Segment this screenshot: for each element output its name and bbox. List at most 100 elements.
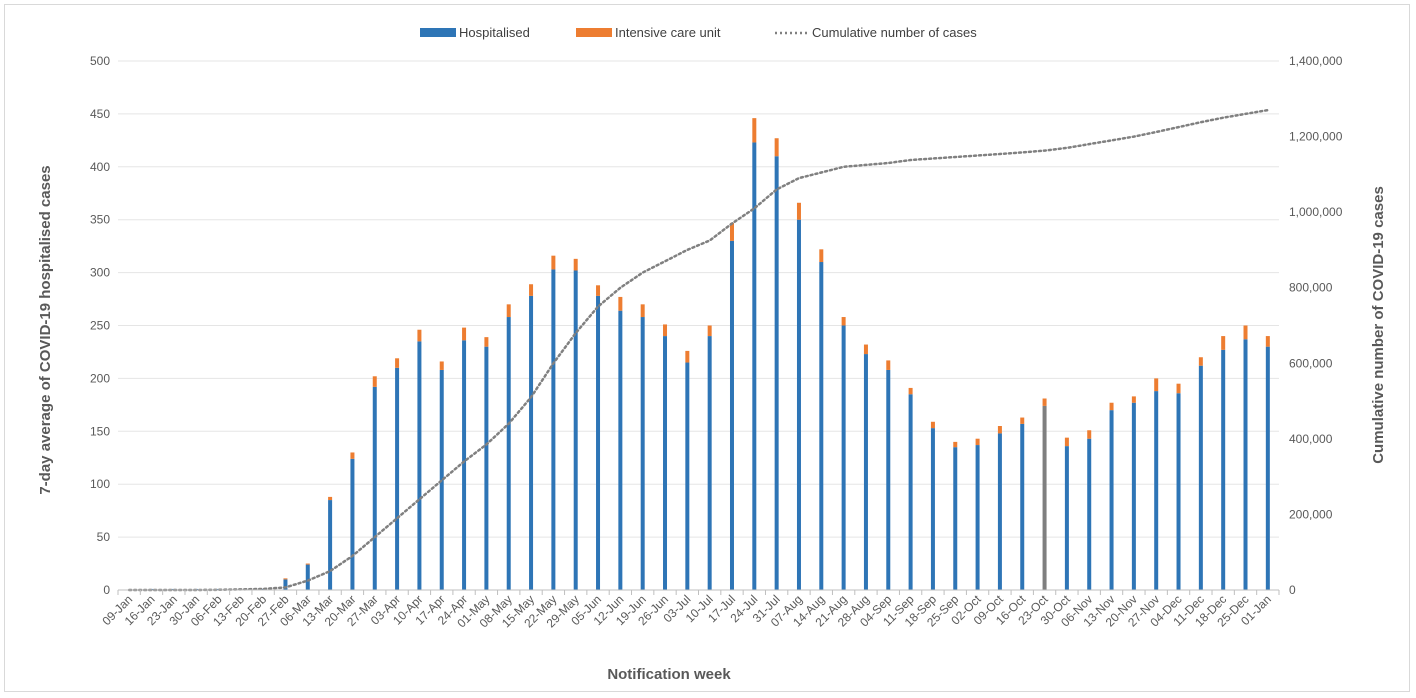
y2-tick-label: 0 (1289, 583, 1296, 597)
y-tick-label: 50 (97, 530, 111, 544)
y-tick-label: 250 (90, 319, 110, 333)
y2-tick-label: 400,000 (1289, 432, 1333, 446)
bar-hospitalised (507, 317, 511, 590)
bar-icu (909, 388, 913, 394)
bar-hospitalised (395, 368, 399, 590)
bar-hospitalised (730, 241, 734, 590)
bar-icu (507, 304, 511, 317)
bar-hospitalised (328, 500, 332, 590)
bar-hospitalised (864, 354, 868, 590)
bar-hospitalised (574, 270, 578, 590)
y-tick-label: 0 (103, 583, 110, 597)
bar-icu (1043, 399, 1047, 406)
bar-icu (953, 442, 957, 447)
bar-icu (1020, 418, 1024, 424)
bar-hospitalised (998, 433, 1002, 590)
bar-icu (819, 249, 823, 262)
bar-icu (618, 297, 622, 311)
bar-hospitalised (641, 317, 645, 590)
y2-tick-label: 600,000 (1289, 356, 1333, 370)
y-tick-label: 500 (90, 54, 110, 68)
bar-hospitalised (931, 428, 935, 590)
bar-icu (1221, 336, 1225, 350)
bar-hospitalised (1199, 366, 1203, 590)
bar-icu (596, 285, 600, 296)
y2-axis-title: Cumulative number of COVID-19 cases (1370, 186, 1387, 464)
bar-icu (797, 203, 801, 220)
bar-series (149, 118, 1269, 590)
bar-hospitalised (306, 565, 310, 590)
bar-icu (864, 345, 868, 355)
bar-icu (708, 326, 712, 337)
bar-icu (1154, 378, 1158, 391)
bar-icu (350, 452, 354, 458)
legend-label-icu: Intensive care unit (615, 25, 721, 40)
bar-icu (641, 304, 645, 317)
bar-hospitalised (618, 311, 622, 590)
y-tick-label: 400 (90, 160, 110, 174)
bar-icu (1065, 438, 1069, 446)
bar-icu (752, 118, 756, 142)
bar-icu (775, 138, 779, 156)
bar-hospitalised (373, 387, 377, 590)
bar-icu (417, 330, 421, 342)
y2-tick-label: 1,000,000 (1289, 205, 1343, 219)
bar-hospitalised (462, 340, 466, 590)
bar-icu (976, 439, 980, 445)
bar-icu (283, 578, 287, 579)
cumulative-line (129, 110, 1268, 590)
bar-icu (1132, 396, 1136, 402)
bar-icu (886, 360, 890, 370)
y-tick-label: 300 (90, 266, 110, 280)
bar-icu (328, 497, 332, 500)
bar-icu (998, 426, 1002, 433)
y2-tick-label: 200,000 (1289, 507, 1333, 521)
bar-hospitalised (596, 296, 600, 590)
bar-icu (1244, 326, 1248, 340)
y-axis-title: 7-day average of COVID-19 hospitalised c… (37, 165, 54, 494)
bar-hospitalised (1087, 439, 1091, 590)
bar-hospitalised (775, 156, 779, 590)
y-tick-label: 100 (90, 477, 110, 491)
cumulative-line-series (129, 110, 1268, 590)
legend-swatch-icu (576, 28, 612, 37)
bar-icu (1199, 357, 1203, 365)
bar-hospitalised (886, 370, 890, 590)
legend-label-hospitalised: Hospitalised (459, 25, 530, 40)
bar-icu (529, 284, 533, 296)
bar-hospitalised (529, 296, 533, 590)
bar-hospitalised (1266, 347, 1270, 590)
bar-hospitalised (819, 262, 823, 590)
bar-hospitalised (976, 445, 980, 590)
bar-hospitalised (842, 326, 846, 591)
y-tick-label: 450 (90, 107, 110, 121)
bar-icu (1110, 403, 1114, 410)
bar-hospitalised (909, 394, 913, 590)
y-tick-label: 150 (90, 424, 110, 438)
bar-hospitalised (551, 269, 555, 590)
bar-icu (931, 422, 935, 428)
bar-hospitalised (350, 459, 354, 590)
bar-hospitalised (1110, 410, 1114, 590)
legend-swatch-hospitalised (420, 28, 456, 37)
bar-hospitalised (1244, 339, 1248, 590)
bar-hospitalised (708, 336, 712, 590)
x-axis-title: Notification week (607, 666, 731, 683)
bar-hospitalised (1043, 406, 1047, 590)
bar-icu (574, 259, 578, 271)
bar-icu (1177, 384, 1181, 394)
bar-hospitalised (1065, 446, 1069, 590)
bar-icu (1087, 430, 1091, 438)
bar-icu (373, 376, 377, 387)
bar-hospitalised (484, 347, 488, 590)
y2-axis-tick-labels: 0200,000400,000600,000800,0001,000,0001,… (1289, 54, 1343, 597)
bar-icu (462, 328, 466, 341)
bar-hospitalised (1221, 350, 1225, 590)
bar-hospitalised (797, 220, 801, 590)
bar-icu (395, 358, 399, 368)
legend: Hospitalised Intensive care unit Cumulat… (420, 25, 977, 40)
bar-icu (484, 337, 488, 347)
